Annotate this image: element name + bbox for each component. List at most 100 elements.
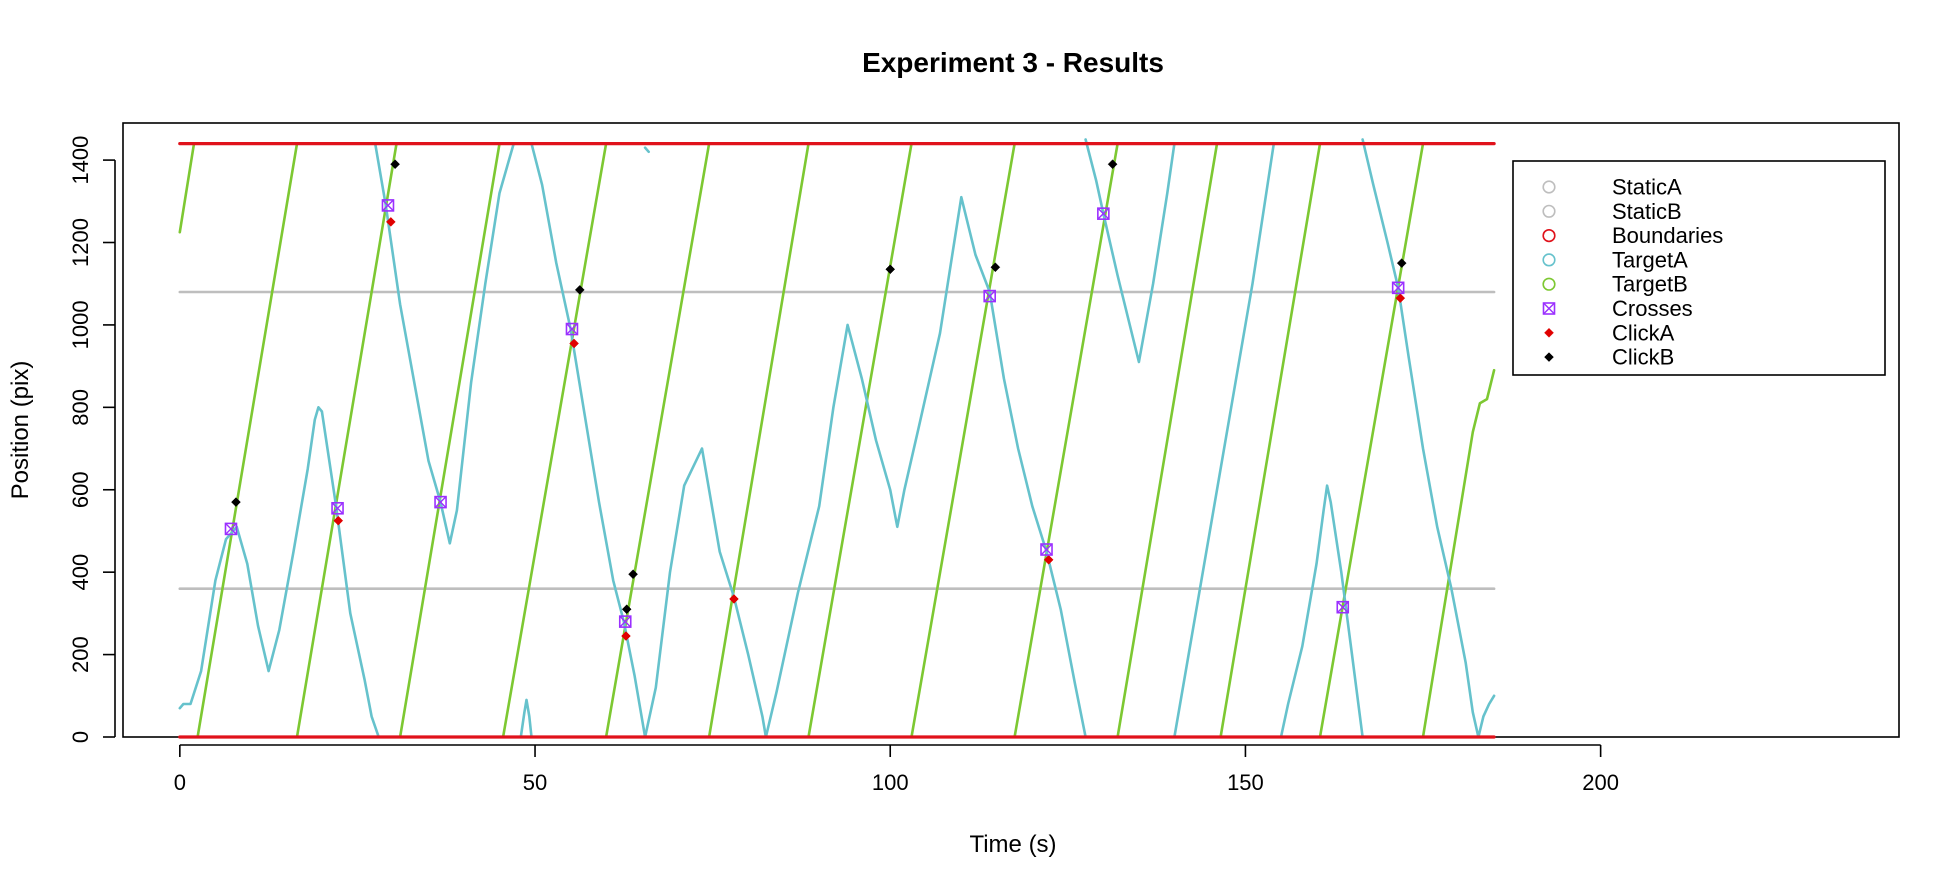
series-targeta-line <box>178 405 381 739</box>
y-tick-label: 600 <box>68 471 93 508</box>
series-targeta-line <box>530 142 647 739</box>
series-targeta-line <box>1084 138 1176 364</box>
cross-marker-square <box>1040 543 1053 556</box>
clickb-point <box>990 262 1001 273</box>
legend-box <box>1512 160 1886 376</box>
series-targetb-line <box>1116 142 1219 739</box>
x-tick-label: 50 <box>523 770 547 795</box>
clicka-point <box>621 631 631 641</box>
cross-point <box>1040 543 1053 556</box>
clickb-point <box>231 497 241 507</box>
y-axis: 0 200 400 600 800 1000 1200 1400 <box>68 136 116 743</box>
x-tick-label: 0 <box>174 770 186 795</box>
cross-marker-square <box>618 615 632 628</box>
legend-label: StaticA <box>1612 175 1682 200</box>
cross-marker-diag <box>1543 302 1555 315</box>
cross-point <box>224 522 238 536</box>
cross-point <box>1391 281 1405 295</box>
series-targetb-line <box>910 142 1016 739</box>
series-targeta-line <box>1477 694 1496 739</box>
clickb-point <box>885 264 896 275</box>
series-targetb-line <box>604 142 711 739</box>
cross-point <box>618 615 632 628</box>
x-tick-label: 200 <box>1582 770 1619 795</box>
series-targetb-line <box>1421 368 1496 739</box>
y-tick-label: 800 <box>68 389 93 426</box>
cross-point <box>565 322 579 336</box>
cross-marker-square <box>1336 600 1350 614</box>
x-tick-label: 150 <box>1227 770 1264 795</box>
y-axis-label: Position (pix) <box>7 361 34 500</box>
cross-marker-square <box>224 522 238 536</box>
y-tick-label: 1000 <box>68 300 93 349</box>
cross-point <box>983 289 996 303</box>
cross-marker-diag <box>983 290 996 303</box>
series-targetb-line <box>707 142 810 739</box>
x-axis-label: Time (s) <box>969 831 1056 858</box>
x-axis: 0 50 100 150 200 <box>174 744 1619 795</box>
clicka-point <box>1043 554 1054 565</box>
series-targeta-line <box>373 142 516 545</box>
series-targeta-line <box>643 447 768 739</box>
series-targeta-line <box>519 698 533 739</box>
clicka-point <box>333 515 344 526</box>
cross-marker-square <box>983 289 996 303</box>
cross-marker-diag <box>224 522 237 535</box>
cross-marker-square <box>331 501 344 515</box>
cross-marker-diag <box>331 502 344 515</box>
y-tick-label: 1400 <box>68 136 93 185</box>
legend-label: Crosses <box>1612 296 1693 321</box>
clickb-point <box>390 159 400 170</box>
cross-marker-square <box>1391 281 1405 295</box>
y-tick-label: 1200 <box>68 218 93 267</box>
legend-marker-diamond <box>1544 352 1554 362</box>
y-tick-label: 400 <box>68 554 93 591</box>
series-targetb-line <box>398 142 501 739</box>
cross-marker-square <box>1097 207 1110 220</box>
series-targetb-line <box>807 142 913 739</box>
series-targetb-line <box>178 142 196 234</box>
cross-marker-diag <box>1097 207 1110 220</box>
clickb-point <box>574 285 585 295</box>
series-targetb-line <box>1219 142 1322 739</box>
series-targeta-line <box>1173 142 1276 739</box>
cross-marker-diag <box>434 496 447 509</box>
cross-marker-square <box>1542 302 1556 315</box>
legend-marker-circle <box>1542 204 1556 218</box>
legend-label: ClickA <box>1612 320 1675 345</box>
cross-marker-square <box>381 199 395 212</box>
cross-point <box>1097 207 1110 220</box>
series-targeta-line <box>643 146 651 154</box>
legend-marker-circle <box>1542 229 1556 243</box>
series-targetb-line <box>1013 142 1119 739</box>
clicka-point <box>385 217 396 227</box>
clicka-point <box>1395 293 1406 303</box>
series-targetb-line <box>295 142 398 739</box>
clicka-point <box>569 338 579 349</box>
cross-marker-diag <box>381 199 394 212</box>
cross-marker-diag <box>1040 543 1053 556</box>
clicka-point <box>729 594 739 604</box>
series-targetb-line <box>196 142 299 739</box>
legend-marker-crossed-square <box>1542 302 1556 315</box>
clickb-point <box>1107 159 1118 170</box>
series-targeta-line <box>1361 138 1480 739</box>
x-tick-label: 100 <box>872 770 909 795</box>
legend-marker-diamond <box>1544 327 1554 338</box>
cross-point <box>434 495 447 509</box>
y-tick-label: 0 <box>68 731 93 743</box>
legend-label: TargetB <box>1612 272 1688 297</box>
cross-marker-square <box>565 322 579 336</box>
legend-label: StaticB <box>1612 199 1682 224</box>
legend-label: TargetA <box>1612 247 1688 272</box>
series-targeta-line <box>1279 484 1364 739</box>
cross-point <box>1336 600 1350 614</box>
cross-marker-diag <box>619 615 632 628</box>
clickb-point <box>621 604 632 615</box>
cross-marker-diag <box>1392 281 1405 294</box>
y-tick-label: 200 <box>68 636 93 673</box>
legend-label: Boundaries <box>1612 223 1723 248</box>
series-targeta-line <box>764 195 1087 739</box>
legend: StaticAStaticBBoundariesTargetATargetBCr… <box>1512 160 1886 376</box>
